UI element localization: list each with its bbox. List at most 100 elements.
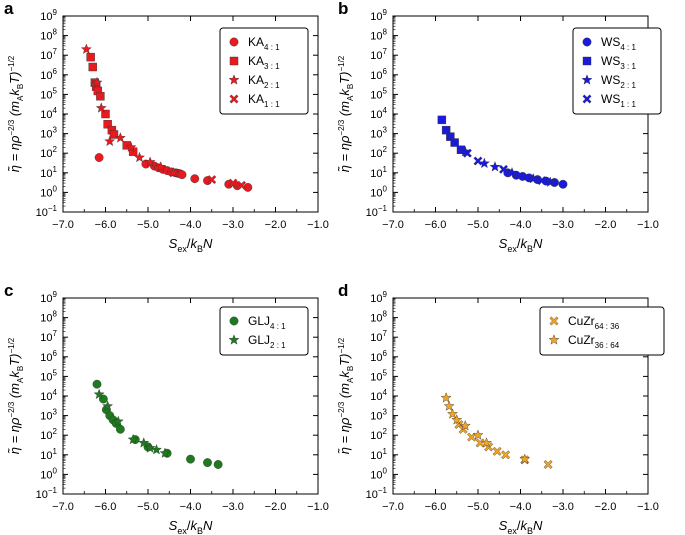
data-point-glj-star [138,437,150,448]
y-tick-label: 100 [370,184,387,199]
y-tick-label: 100 [40,466,57,481]
data-point-ws-cross [499,164,508,174]
data-point-ka-square [101,109,110,119]
legend-marker-star [548,334,560,345]
y-tick-label: 109 [370,8,387,23]
legend: WS4 : 1 WS3 : 1 WS2 : 1 WS1 : 1 [572,27,662,115]
chart-panel-a: a −7.0 −6.0 −5.0 −4.0 −3.0 −2.0 −1.0 10−1 100 101 1… [4,0,329,254]
legend-marker-star [228,334,240,345]
data-point-ws-cross [537,176,547,186]
x-tick-label: −6.0 [425,501,447,513]
y-tick-label: 108 [40,28,57,43]
data-point-cuzr-star [440,392,452,403]
legend-marker-star [581,74,593,85]
x-axis-label: Sex/kBN [169,518,213,535]
data-point-ka-square [103,120,112,129]
data-point-glj-circle [92,379,102,389]
data-point-cuzr-star [481,437,492,448]
data-point-ws-star [544,176,556,187]
y-tick-label: 107 [40,329,57,344]
legend-entry: CuZr64 : 36 [568,314,620,331]
legend-marker-cross [582,94,592,104]
data-point-glj-circle [186,454,195,464]
data-point-cuzr-cross [475,438,485,448]
data-point-ka-star [80,43,92,54]
data-point-glj-star [127,433,139,445]
legend-entry: KA1 : 1 [248,92,280,109]
y-tick-label: 105 [370,86,387,101]
data-point-ka-square [88,62,97,72]
legend: GLJ4 : 1 GLJ2 : 1 [219,306,309,356]
data-point-cuzr-star [443,400,455,411]
data-point-ka-square [86,52,95,62]
data-point-ka-star [168,167,179,178]
y-tick-label: 101 [40,165,57,180]
y-tick-label: 102 [370,145,387,160]
data-point-ws-star [527,172,539,184]
chart-panel-b: b −7.0 −6.0 −5.0 −4.0 −3.0 −2.0 −1.0 10−1 100 101 1… [337,0,662,254]
legend-marker-square [229,56,239,66]
y-tick-label: 101 [40,447,57,462]
legend-marker-circle [229,316,239,326]
data-point-ws-square [441,125,451,135]
data-point-ws-square [446,132,455,141]
data-point-cuzr-star [519,453,531,464]
chart-panel-d: d −7.0 −6.0 −5.0 −4.0 −3.0 −2.0 −1.0 10−1 100 101 1… [337,281,665,535]
legend-entry: WS4 : 1 [601,35,636,52]
legend-entry: CuZr36 : 64 [568,333,620,350]
data-point-ws-cross [462,148,472,158]
y-tick-label: 105 [370,368,387,383]
y-tick-label: 103 [40,126,57,141]
y-tick-label: 104 [40,106,57,121]
y-tick-label: 10−1 [366,486,388,501]
data-point-glj-star [159,447,171,458]
data-point-ka-square [96,92,105,101]
panel-letter: b [338,0,348,18]
data-point-ws-cross [473,156,483,166]
data-point-ka-star [134,151,145,163]
legend-box [539,306,665,356]
data-point-ws-circle [558,179,568,189]
data-point-glj-star [151,444,162,455]
data-point-ka-star [144,156,156,167]
y-tick-label: 109 [40,8,57,23]
y-axis-label: η̃ = ηρ−2/3 (mAkBT)−1/2 [7,337,25,454]
y-tick-label: 104 [370,388,387,403]
x-tick-label: −3.0 [222,219,244,231]
y-tick-label: 102 [370,427,387,442]
legend-entry: WS2 : 1 [601,73,636,90]
y-tick-label: 105 [40,368,57,383]
y-tick-label: 107 [370,47,387,62]
data-point-glj-circle [203,458,212,467]
data-point-ka-star [95,102,107,113]
panel-letter: c [4,281,13,300]
data-point-cuzr-cross [501,450,511,460]
y-tick-label: 106 [40,349,57,364]
legend-entry: GLJ4 : 1 [248,314,286,331]
y-axis-label: η̃ = ηρ−2/3 (mAkBT)−1/2 [7,55,25,172]
y-tick-label: 108 [370,28,387,43]
x-tick-label: −6.0 [95,501,117,513]
x-tick-label: −1.0 [637,219,659,231]
y-tick-label: 106 [370,67,387,82]
x-tick-label: −5.0 [467,219,489,231]
legend-entry: KA4 : 1 [248,35,280,52]
data-point-ws-square [450,138,459,147]
x-tick-label: −2.0 [265,219,287,231]
x-tick-label: −4.0 [180,219,202,231]
y-tick-label: 10−1 [366,204,388,219]
y-tick-label: 100 [370,466,387,481]
legend: KA4 : 1 KA3 : 1 KA2 : 1 KA1 : 1 [219,27,309,115]
y-tick-label: 106 [370,349,387,364]
y-axis-label: η̃ = ηρ−2/3 (mAkBT)−1/2 [337,55,355,172]
y-tick-label: 108 [40,310,57,325]
x-axis-label: Sex/kBN [169,236,213,254]
x-tick-label: −5.0 [137,501,159,513]
panel-letter: d [338,281,348,300]
y-tick-label: 100 [40,184,57,199]
data-point-ka-star [104,135,116,147]
legend-box [219,306,309,356]
data-point-ka-cross [228,178,238,188]
data-point-glj-star [102,400,114,411]
